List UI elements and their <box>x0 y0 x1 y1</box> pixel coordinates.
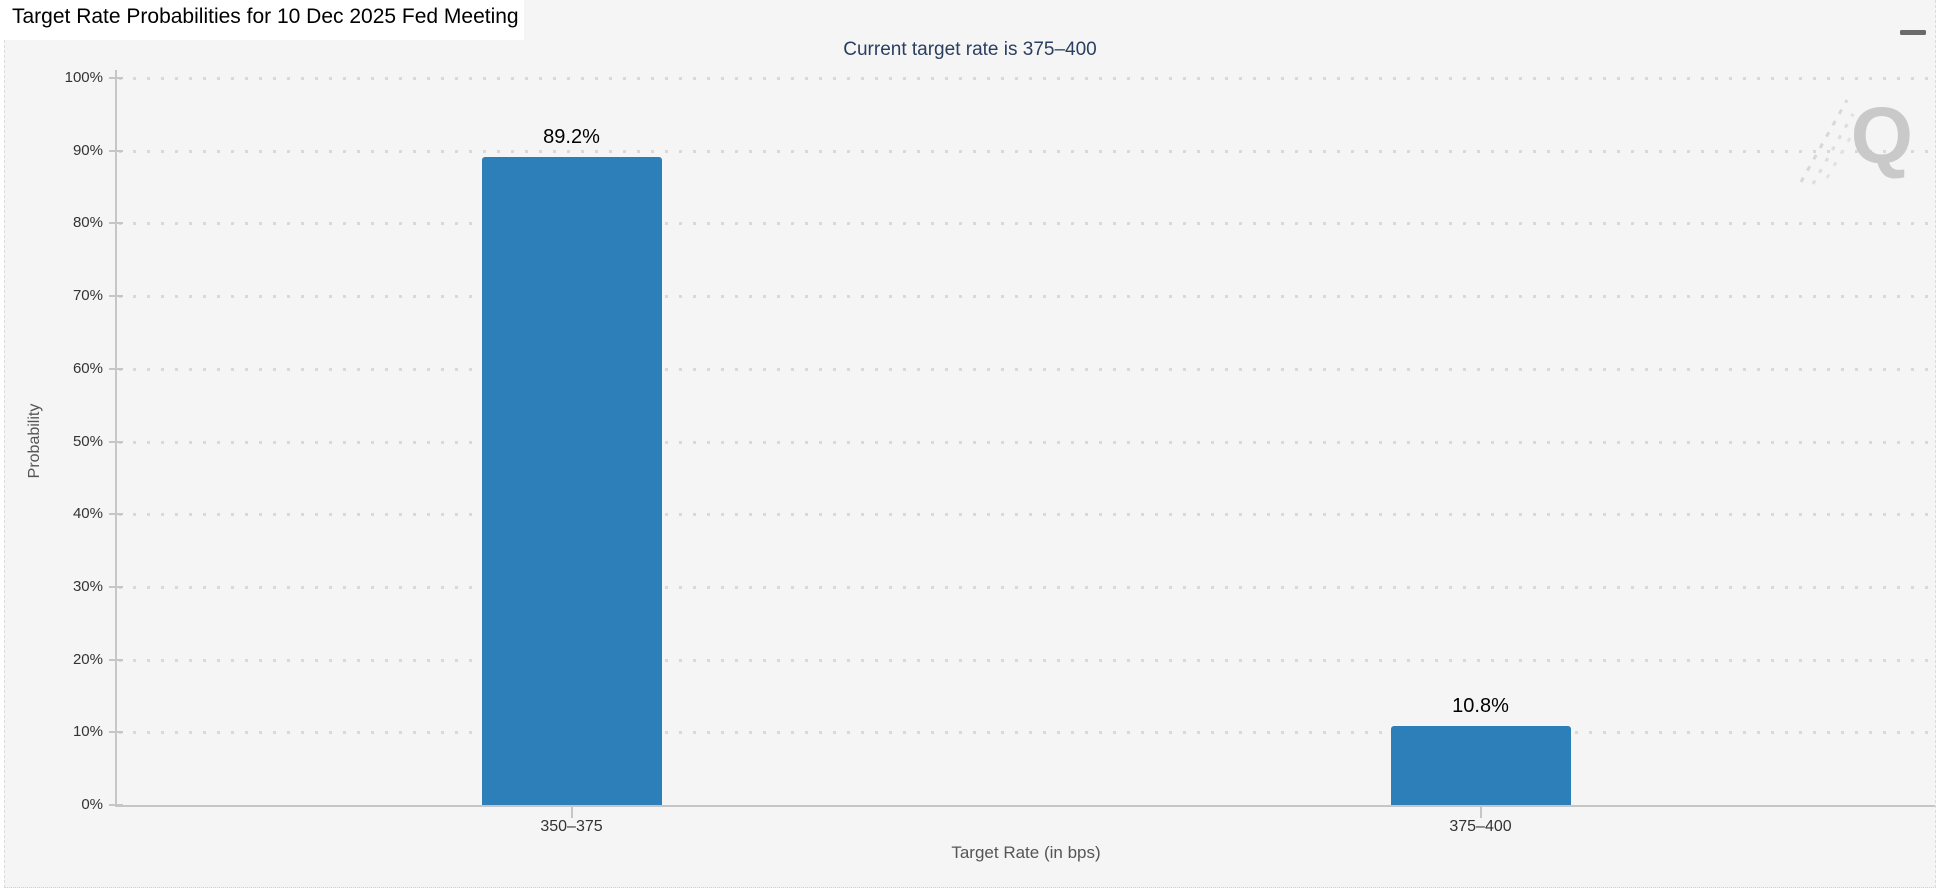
x-axis-title: Target Rate (in bps) <box>951 843 1101 862</box>
y-tick-mark <box>109 295 123 298</box>
hamburger-icon <box>1900 30 1926 35</box>
y-grid-line <box>119 149 1935 153</box>
y-tick-mark <box>109 513 123 516</box>
y-tick-label: 70% <box>72 287 103 305</box>
y-tick-mark <box>109 658 123 661</box>
y-tick-mark <box>109 149 123 152</box>
y-grid-line <box>119 440 1935 444</box>
y-tick-label: 20% <box>72 650 103 668</box>
probability-bar[interactable] <box>481 156 662 805</box>
y-tick-mark <box>109 804 123 806</box>
y-tick-label: 50% <box>72 432 103 450</box>
y-tick-mark <box>109 585 123 588</box>
y-tick-label: 0% <box>81 796 103 813</box>
y-grid-line <box>119 77 1935 80</box>
y-tick-mark <box>109 77 123 79</box>
y-tick-label: 80% <box>72 214 103 232</box>
chart-menu-button[interactable] <box>1900 12 1926 35</box>
fedwatch-chart-panel: Current target rate is 375–400 0% 10% 20% 3… <box>4 0 1936 888</box>
y-tick-mark <box>109 367 123 370</box>
y-tick-label: 10% <box>72 723 103 741</box>
y-axis-tick-labels: 0% 10% 20% 30% 40% 50% 60% 70% 80% 90% 100% <box>5 69 109 813</box>
x-tick-mark <box>570 805 573 818</box>
y-tick-label: 100% <box>64 69 103 86</box>
y-grid-line <box>119 513 1935 517</box>
y-tick-label: 90% <box>72 141 103 159</box>
probability-bar[interactable] <box>1390 726 1571 805</box>
x-category-label: 375–400 <box>1449 818 1512 835</box>
title-plate <box>0 0 524 40</box>
y-grid-line <box>119 222 1935 226</box>
x-category-label: 350–375 <box>540 818 603 835</box>
x-axis-line <box>115 805 1935 807</box>
plot-area: 89.2% 350–375 10.8% 375–400 <box>109 70 1935 835</box>
bar-value-label: 89.2% <box>543 125 600 148</box>
y-tick-label: 30% <box>72 577 103 595</box>
y-tick-label: 40% <box>72 505 103 523</box>
y-tick-mark <box>109 222 123 225</box>
y-tick-mark <box>109 731 123 734</box>
y-grid-line <box>119 731 1935 735</box>
y-tick-label: 60% <box>72 359 103 377</box>
y-tick-mark <box>109 440 123 443</box>
x-tick-mark <box>1479 805 1482 818</box>
y-axis-line <box>115 70 117 807</box>
y-grid-line <box>119 585 1935 589</box>
y-grid-line <box>119 658 1935 662</box>
chart-title: Target Rate Probabilities for 10 Dec 202… <box>12 5 519 28</box>
chart-subtitle: Current target rate is 375–400 <box>843 39 1097 60</box>
y-axis-title-text: Probability <box>26 403 43 479</box>
bar-value-label: 10.8% <box>1452 695 1509 718</box>
y-grid-line <box>119 367 1935 371</box>
y-grid-line <box>119 295 1935 299</box>
